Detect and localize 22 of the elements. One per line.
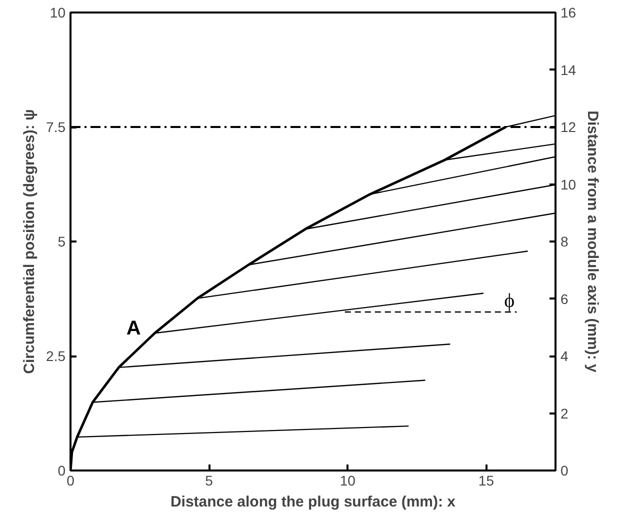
y2-axis-title: Distance from a module axis (mm): y [584, 110, 602, 374]
y2-tick-label: 10 [560, 176, 576, 192]
y-tick-label: 7.5 [46, 119, 66, 135]
y2-tick-label: 2 [560, 405, 568, 422]
y-tick-label: 2.5 [46, 348, 66, 364]
x-tick-label: 15 [478, 472, 494, 488]
y2-tick-label: 12 [560, 119, 576, 135]
x-tick-label: 5 [205, 472, 214, 488]
annotation: A [126, 318, 141, 340]
y-tick-label: 10 [50, 4, 66, 20]
y-tick-label: 5 [58, 234, 66, 250]
x-axis-title: Distance along the plug surface (mm): x [170, 494, 456, 510]
y2-tick-label: 6 [560, 290, 568, 307]
annotation: ϕ [504, 290, 515, 312]
y2-tick-label: 0 [560, 462, 568, 478]
x-tick-label: 10 [340, 472, 356, 488]
y2-tick-label: 16 [560, 4, 576, 20]
y2-tick-label: 8 [560, 234, 568, 250]
y-axis-title: Circumferential position (degrees): ψ [21, 109, 38, 374]
y2-tick-label: 14 [560, 62, 576, 78]
y2-tick-label: 4 [560, 348, 568, 364]
y-tick-label: 0 [58, 462, 66, 478]
